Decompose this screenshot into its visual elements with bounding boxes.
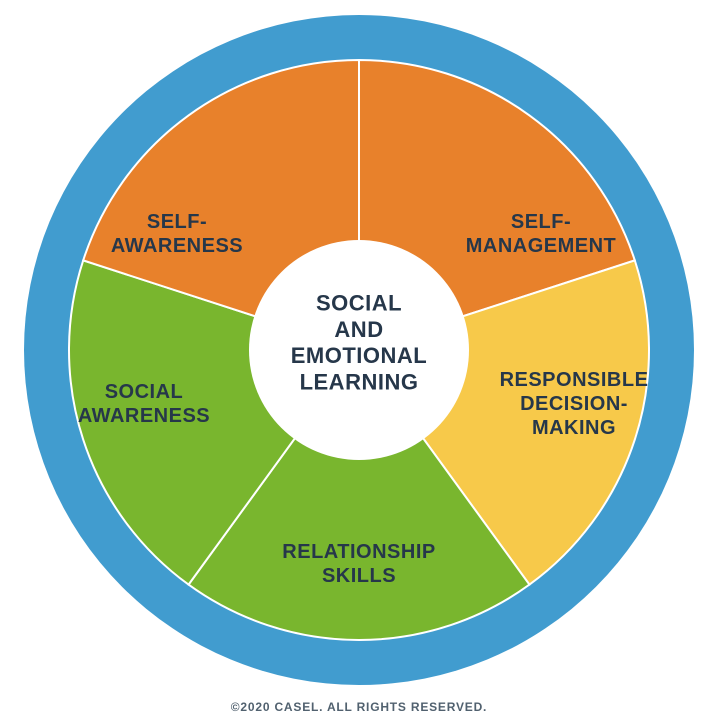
wheel-svg: SELF-MANAGEMENTRESPONSIBLEDECISION-MAKIN…: [0, 0, 718, 700]
sel-wheel-diagram: SELF-MANAGEMENTRESPONSIBLEDECISION-MAKIN…: [0, 0, 718, 720]
copyright-text: ©2020 CASEL. ALL RIGHTS RESERVED.: [0, 700, 718, 714]
